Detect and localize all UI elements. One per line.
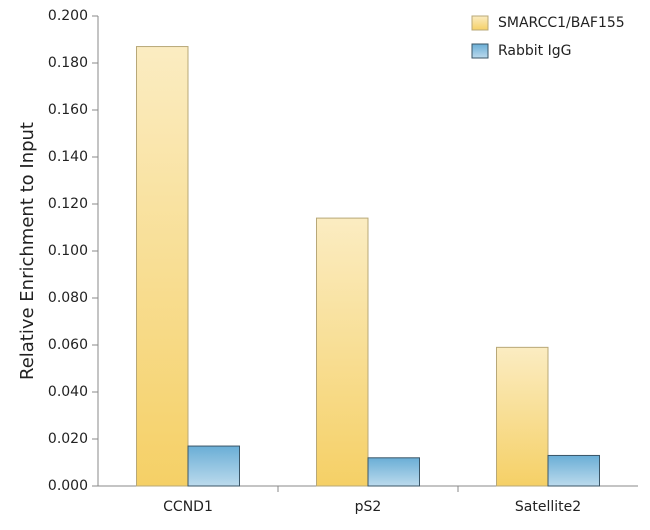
bar [187,445,240,487]
y-tick-label: 0.060 [48,337,88,353]
bar [136,46,189,487]
legend-swatch [471,15,489,31]
y-tick-label: 0.040 [48,384,88,400]
y-tick-label: 0.120 [48,196,88,212]
legend-label: Rabbit IgG [498,43,571,59]
y-tick-label: 0.000 [48,478,88,494]
y-tick-label: 0.100 [48,243,88,259]
bar [316,217,369,487]
y-tick-label: 0.080 [48,290,88,306]
y-axis-title: Relative Enrichment to Input [17,122,38,380]
legend-swatch [471,43,489,59]
y-tick-label: 0.140 [48,149,88,165]
x-tick-label: CCND1 [163,499,213,515]
y-tick-label: 0.180 [48,55,88,71]
bar [367,457,420,487]
x-tick-label: pS2 [355,499,382,515]
x-tick-label: Satellite2 [515,499,581,515]
y-tick-label: 0.200 [48,8,88,24]
y-tick-label: 0.160 [48,102,88,118]
bar [496,346,549,487]
legend-label: SMARCC1/BAF155 [498,15,625,31]
y-tick-label: 0.020 [48,431,88,447]
bar [547,454,600,487]
